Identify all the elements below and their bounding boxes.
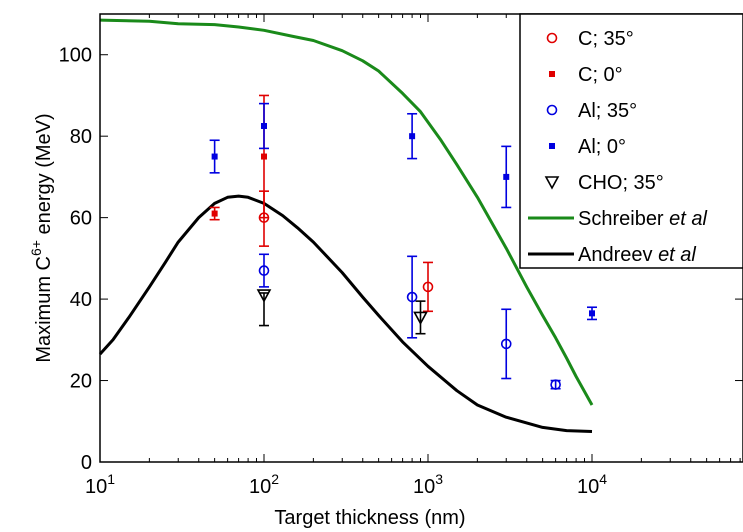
legend-label-text: C; 0° [578, 64, 623, 86]
data-point-3-2 [409, 133, 416, 140]
data-point-0-1 [422, 281, 434, 293]
lines-layer [98, 18, 594, 433]
data-point-2-2 [500, 338, 512, 350]
x-tick-label-base: 10 [249, 476, 271, 498]
x-tick-label-base: 10 [413, 476, 435, 498]
legend-swatch-1 [549, 71, 555, 77]
plot-frame [99, 13, 743, 463]
x-tick-label-exponent: 3 [435, 471, 443, 487]
legend-label-italic: et al [658, 244, 696, 266]
legend: C; 35° C; 0° Al; 35° Al; 0° CHO; 35° Schreibe… [519, 13, 743, 269]
legend-label-text: Al; 35° [578, 100, 637, 122]
y-tick-label-4: 80 [70, 126, 92, 148]
legend-label-3: Al; 0° [578, 136, 626, 158]
legend-label-2: Al; 35° [578, 100, 637, 122]
x-axis-title: Target thickness (nm) [274, 507, 465, 529]
legend-label-italic: et al [669, 208, 707, 230]
legend-swatch-4 [544, 176, 560, 190]
data-point-3-1 [261, 123, 267, 129]
series-line-6 [98, 194, 593, 433]
legend-label-text: CHO; 35° [578, 172, 664, 194]
y-tick-label-1: 20 [70, 371, 92, 393]
data-point-3-4 [589, 310, 595, 317]
y-axis-title-prefix: Maximum C [33, 256, 55, 363]
data-point-1-0 [211, 210, 218, 217]
y-tick-label-2: 40 [70, 289, 92, 311]
y-axis-title-suffix: energy (MeV) [33, 113, 55, 240]
data-point-2-0 [258, 265, 270, 276]
x-tick-label-base: 10 [85, 476, 107, 498]
y-axis-title: Maximum C6+ energy (MeV) [28, 113, 55, 362]
legend-label-text: Al; 0° [578, 136, 626, 158]
x-tick-label-base: 10 [577, 476, 599, 498]
data-point-4-0 [256, 289, 272, 303]
legend-label-text: Andreev [578, 244, 658, 266]
x-tick-label-0: 101 [85, 471, 115, 498]
x-tick-label-exponent: 1 [107, 471, 115, 487]
x-tick-label-exponent: 4 [599, 471, 607, 487]
legend-label-6: Andreev et al [578, 244, 696, 266]
x-tick-label-exponent: 2 [271, 471, 279, 487]
y-tick-label-0: 0 [81, 452, 92, 474]
data-point-1-1 [261, 153, 267, 160]
data-point-3-3 [503, 173, 510, 180]
x-tick-label-1: 102 [249, 471, 279, 498]
legend-swatch-0 [546, 32, 558, 44]
legend-label-text: C; 35° [578, 28, 634, 50]
legend-swatch-3 [549, 143, 555, 149]
data-point-2-1 [406, 291, 418, 303]
legend-box [519, 13, 743, 269]
data-point-0-0 [258, 212, 270, 223]
y-tick-label-5: 100 [59, 45, 92, 67]
data-point-3-0 [211, 153, 218, 160]
legend-swatch-2 [546, 104, 558, 116]
legend-label-5: Schreiber et al [578, 208, 708, 230]
legend-label-1: C; 0° [578, 64, 623, 86]
x-tick-label-3: 104 [577, 471, 607, 498]
data-point-4-1 [413, 311, 428, 326]
y-axis-title-superscript: 6+ [28, 240, 44, 256]
legend-label-text: Schreiber [578, 208, 669, 230]
series-line-5 [99, 18, 594, 406]
legend-label-4: CHO; 35° [578, 172, 664, 194]
y-tick-label-3: 60 [70, 208, 92, 230]
data-point-2-3 [550, 379, 561, 390]
x-tick-label-2: 103 [413, 471, 443, 498]
legend-label-0: C; 35° [578, 28, 634, 50]
markers-layer [211, 123, 595, 390]
